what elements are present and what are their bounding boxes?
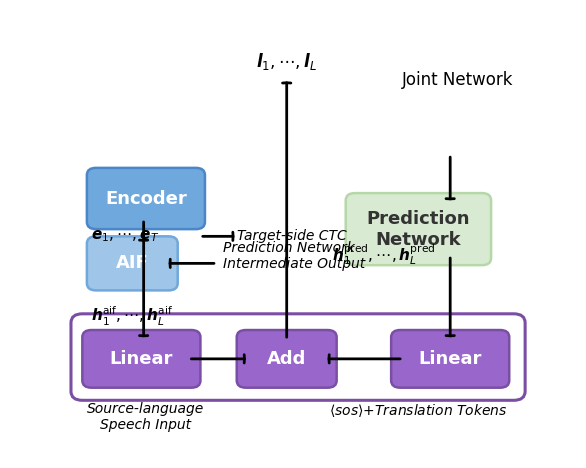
- Text: $\boldsymbol{l}_1, \cdots, \boldsymbol{l}_L$: $\boldsymbol{l}_1, \cdots, \boldsymbol{l…: [256, 51, 317, 73]
- Text: $\boldsymbol{h}_1^{\mathrm{pred}}, \cdots, \boldsymbol{h}_L^{\mathrm{pred}}$: $\boldsymbol{h}_1^{\mathrm{pred}}, \cdot…: [332, 242, 435, 267]
- Text: Target-side CTC: Target-side CTC: [237, 229, 346, 243]
- FancyBboxPatch shape: [87, 236, 178, 290]
- Text: AIF: AIF: [116, 255, 149, 272]
- Text: Add: Add: [267, 350, 306, 368]
- Text: Prediction
Network: Prediction Network: [367, 210, 470, 249]
- FancyBboxPatch shape: [87, 168, 205, 229]
- Text: $\langle sos\rangle$+Translation Tokens: $\langle sos\rangle$+Translation Tokens: [329, 402, 507, 419]
- Text: Encoder: Encoder: [105, 190, 187, 207]
- FancyBboxPatch shape: [346, 193, 491, 265]
- Text: Linear: Linear: [110, 350, 173, 368]
- FancyBboxPatch shape: [237, 330, 336, 388]
- Text: Linear: Linear: [418, 350, 482, 368]
- Text: Prediction Network
Intermediate Output: Prediction Network Intermediate Output: [223, 241, 365, 271]
- Text: $\boldsymbol{h}_1^{\mathrm{aif}}, \cdots, \boldsymbol{h}_L^{\mathrm{aif}}$: $\boldsymbol{h}_1^{\mathrm{aif}}, \cdots…: [91, 305, 173, 328]
- Text: Joint Network: Joint Network: [402, 71, 514, 88]
- Text: $\boldsymbol{e}_1, \cdots, \boldsymbol{e}_T$: $\boldsymbol{e}_1, \cdots, \boldsymbol{e…: [91, 228, 160, 244]
- FancyBboxPatch shape: [82, 330, 200, 388]
- FancyBboxPatch shape: [391, 330, 509, 388]
- Text: Source-language
Speech Input: Source-language Speech Input: [87, 402, 205, 432]
